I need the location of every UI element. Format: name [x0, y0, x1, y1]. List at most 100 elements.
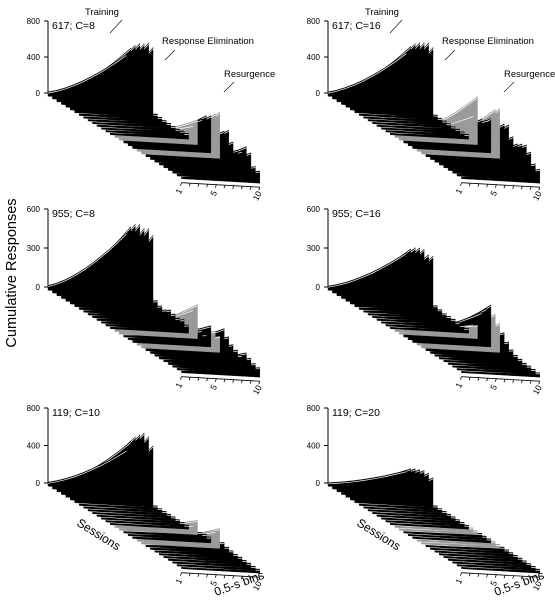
x-tick-label: 5: [208, 189, 219, 198]
x-tick: [503, 575, 506, 579]
panel-label: 617; C=8: [52, 20, 95, 32]
annotation-label: Resurgence: [504, 69, 555, 80]
x-tick: [494, 574, 497, 578]
y-tick-label: 0: [316, 283, 321, 292]
x-tick-label: 10: [251, 579, 264, 592]
session-trace-1: [47, 55, 127, 94]
annotation-pointer: [223, 81, 235, 93]
x-tick: [477, 573, 480, 577]
x-tick: [197, 377, 200, 381]
x-tick-label: 10: [251, 189, 264, 202]
x-tick: [232, 379, 235, 383]
session-surface-1: [47, 53, 127, 101]
x-axis-line: [181, 182, 260, 188]
x-tick: [538, 381, 541, 385]
session-trace-1: [47, 450, 127, 484]
x-tick: [460, 572, 462, 576]
x-tick-label: 10: [251, 383, 264, 396]
x-tick: [512, 185, 515, 189]
y-tick-label: 400: [27, 442, 41, 451]
x-tick: [486, 184, 488, 188]
session-surface-1: [327, 52, 407, 101]
x-tick-label: 1: [173, 187, 184, 196]
x-tick: [232, 185, 235, 189]
x-tick: [477, 377, 480, 381]
x-tick-label: 10: [531, 579, 544, 592]
x-tick: [241, 380, 243, 384]
annotation-pointer: [109, 19, 123, 34]
x-tick: [206, 574, 208, 578]
x-tick: [538, 577, 541, 581]
x-tick-label: 5: [208, 579, 219, 588]
bins-axis-title: 0.5-s bins: [212, 568, 266, 599]
x-tick: [521, 186, 523, 190]
y-tick-label: 800: [307, 17, 321, 26]
chart-panel-2: 0 400 800 617; C=16 1 5 10 Training Response Eli…: [307, 7, 555, 202]
x-tick: [468, 573, 471, 577]
x-tick: [258, 381, 261, 385]
x-tick: [512, 379, 515, 383]
annotation-label: Training: [365, 7, 399, 18]
session-trace-1: [327, 253, 407, 288]
annotation-label: Response Elimination: [162, 36, 254, 47]
x-axis-line: [181, 572, 260, 578]
session-trace-1: [327, 471, 407, 485]
session-surface-1: [327, 470, 407, 491]
x-tick-label: 1: [173, 381, 184, 390]
x-axis-line: [461, 572, 540, 578]
x-tick: [486, 378, 488, 382]
annotation-label: Resurgence: [224, 69, 275, 80]
panel-label: 955; C=16: [332, 208, 381, 220]
y-tick-label: 400: [307, 53, 321, 62]
y-tick-label: 0: [36, 283, 41, 292]
y-tick-label: 0: [316, 89, 321, 98]
y-tick-label: 800: [27, 17, 41, 26]
x-tick-label: 10: [531, 189, 544, 202]
panel-label: 119; C=10: [52, 407, 100, 419]
annotation-pointer: [164, 49, 176, 61]
x-tick: [521, 380, 523, 384]
y-tick-label: 600: [307, 205, 321, 214]
x-tick: [460, 376, 462, 380]
x-tick: [206, 378, 208, 382]
session-surface-1: [47, 232, 127, 295]
x-tick: [180, 572, 182, 576]
x-tick-label: 5: [208, 383, 219, 392]
x-tick-label: 5: [488, 189, 499, 198]
x-tick: [494, 378, 497, 382]
annotation-pointer: [389, 19, 403, 34]
x-tick-label: 1: [453, 381, 464, 390]
x-tick: [232, 575, 235, 579]
x-tick: [529, 380, 532, 384]
annotation-label: Training: [85, 7, 119, 18]
x-tick: [529, 576, 532, 580]
x-tick: [223, 185, 226, 189]
x-axis-line: [461, 376, 540, 382]
x-tick: [188, 573, 191, 577]
x-tick-label: 1: [173, 577, 184, 586]
chart-panel-1: 0 400 800 617; C=8 1 5 10 Training Response Elim…: [27, 7, 276, 202]
x-tick: [529, 186, 532, 190]
chart-panel-3: 0 300 600 955; C=8 1 5 10: [27, 205, 264, 396]
x-tick: [249, 576, 252, 580]
x-tick: [206, 184, 208, 188]
x-axis-line: [181, 376, 260, 382]
annotation-pointer: [503, 81, 515, 93]
y-tick-label: 0: [316, 479, 321, 488]
x-tick: [249, 380, 252, 384]
x-tick: [477, 183, 480, 187]
x-tick-label: 10: [531, 383, 544, 396]
x-tick: [538, 187, 541, 191]
x-tick: [460, 182, 462, 186]
x-tick: [188, 183, 191, 187]
x-tick: [249, 186, 252, 190]
panel-label: 617; C=16: [332, 20, 381, 32]
y-tick-label: 800: [307, 404, 321, 413]
x-tick: [197, 573, 200, 577]
session-surface-1: [327, 252, 407, 295]
y-tick-label: 400: [307, 442, 321, 451]
x-tick: [258, 187, 261, 191]
